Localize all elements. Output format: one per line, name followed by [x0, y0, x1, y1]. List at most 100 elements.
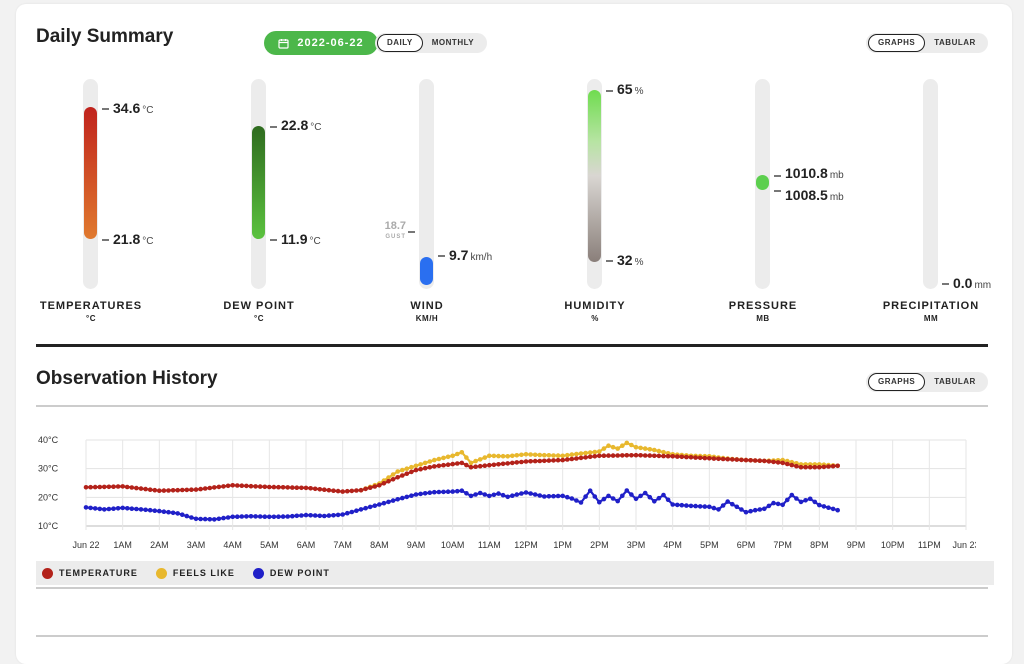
data-point: [817, 502, 822, 508]
data-point: [629, 442, 634, 448]
data-point: [248, 483, 254, 489]
data-point: [120, 505, 125, 511]
history-graphs-button[interactable]: GRAPHS: [868, 373, 926, 391]
monthly-toggle-button[interactable]: MONTHLY: [431, 38, 475, 47]
data-point: [711, 505, 717, 511]
data-point: [221, 484, 226, 489]
data-point: [138, 507, 144, 512]
data-point: [299, 513, 304, 518]
data-point: [720, 456, 726, 462]
history-tabular-button[interactable]: TABULAR: [934, 377, 976, 386]
data-point: [230, 483, 235, 488]
data-point: [161, 488, 167, 493]
data-point: [349, 509, 355, 515]
data-point: [477, 490, 483, 496]
data-point: [757, 458, 763, 463]
data-point: [358, 487, 364, 493]
data-point: [505, 461, 511, 466]
x-tick-label: 2PM: [590, 540, 609, 550]
data-point: [491, 492, 497, 498]
data-point: [826, 505, 831, 510]
data-point: [450, 489, 456, 494]
data-point: [647, 453, 653, 458]
data-point: [111, 506, 116, 511]
data-point: [546, 458, 552, 463]
data-point: [665, 453, 671, 459]
data-point: [519, 491, 524, 496]
data-point: [418, 491, 423, 497]
pressure-unit-label: MB: [756, 314, 770, 323]
data-point: [794, 463, 799, 469]
legend-item-temperature[interactable]: TEMPERATURE: [42, 567, 138, 579]
legend-item-feels-like[interactable]: FEELS LIKE: [155, 567, 235, 579]
data-point: [505, 454, 511, 459]
data-point: [730, 457, 735, 462]
summary-tabular-button[interactable]: TABULAR: [934, 38, 976, 47]
data-point: [441, 462, 446, 468]
data-point: [262, 484, 268, 490]
data-point: [574, 451, 579, 457]
data-point: [510, 493, 515, 498]
data-point: [381, 500, 387, 506]
data-point: [253, 484, 258, 489]
pressure-gauge: 1010.8 mb 1008.5 mb PRESSURE MB: [671, 4, 844, 334]
data-point: [257, 484, 263, 489]
data-point: [193, 487, 199, 492]
legend-label-feels-like: FEELS LIKE: [172, 568, 235, 578]
data-point: [523, 459, 529, 464]
data-point: [166, 509, 171, 515]
precipitation-label: PRECIPITATION: [882, 300, 980, 312]
data-point: [189, 515, 194, 520]
data-point: [367, 485, 373, 490]
data-point: [711, 456, 717, 461]
data-point: [766, 459, 772, 464]
data-point: [693, 503, 698, 509]
data-point: [542, 494, 547, 499]
humidity-range-bar: [588, 90, 601, 262]
data-point: [445, 462, 451, 467]
data-point: [615, 498, 620, 504]
legend-item-dew-point[interactable]: DEW POINT: [252, 567, 330, 579]
data-point: [794, 496, 799, 501]
data-point: [624, 453, 630, 458]
data-point: [803, 498, 808, 503]
data-point: [748, 458, 753, 463]
data-point: [560, 453, 565, 459]
precipitation-tick: [942, 283, 949, 285]
data-point: [244, 514, 249, 519]
data-point: [542, 452, 547, 458]
data-point: [400, 467, 405, 473]
data-point: [583, 455, 588, 460]
data-point: [647, 494, 653, 500]
data-point: [807, 496, 813, 502]
data-point: [239, 483, 245, 488]
x-tick-label: 1PM: [553, 540, 572, 550]
data-point: [280, 514, 286, 519]
data-point: [102, 484, 107, 490]
data-point: [207, 485, 213, 491]
data-point: [413, 463, 419, 469]
data-point: [560, 457, 565, 463]
data-point: [546, 494, 552, 499]
wind-bar: [420, 257, 433, 285]
data-point: [771, 500, 776, 506]
data-point: [620, 443, 625, 448]
legend-bottom-rule: [36, 587, 988, 589]
daily-toggle-button[interactable]: DAILY: [377, 34, 423, 52]
data-point: [290, 485, 295, 490]
precipitation-unit-label: MM: [923, 314, 939, 323]
data-point: [441, 455, 446, 461]
data-point: [697, 504, 703, 509]
data-point: [633, 452, 639, 458]
wind-gust-label: GUST: [385, 234, 406, 240]
data-point: [716, 456, 721, 462]
data-point: [812, 464, 818, 470]
data-point: [505, 494, 511, 500]
data-point: [528, 452, 533, 457]
data-point: [610, 453, 616, 458]
date-picker-button[interactable]: 2022-06-22: [264, 31, 378, 55]
data-point: [216, 484, 222, 490]
humidity-low-tick: [606, 260, 613, 262]
summary-graphs-button[interactable]: GRAPHS: [868, 34, 926, 52]
data-point: [569, 452, 575, 457]
